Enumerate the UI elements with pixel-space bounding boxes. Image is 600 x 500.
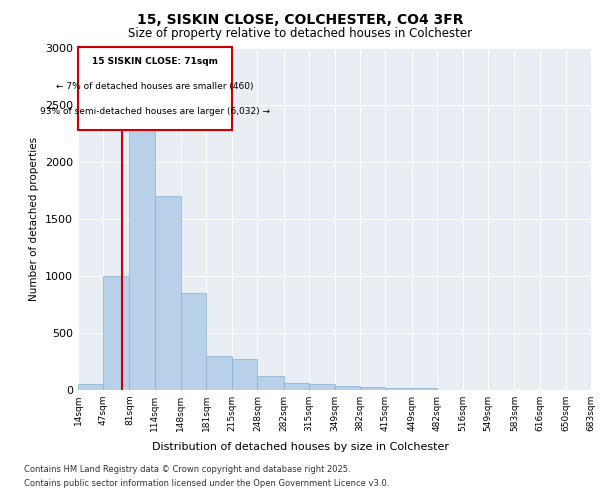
Text: ← 7% of detached houses are smaller (460): ← 7% of detached houses are smaller (460… (56, 82, 254, 91)
Y-axis label: Number of detached properties: Number of detached properties (29, 136, 40, 301)
Bar (309, 384, 335, 390)
Text: Contains HM Land Registry data © Crown copyright and database right 2025.: Contains HM Land Registry data © Crown c… (24, 465, 350, 474)
Text: 93% of semi-detached houses are larger (6,032) →: 93% of semi-detached houses are larger (… (40, 106, 270, 116)
Bar (155, 196, 181, 390)
Text: 15 SISKIN CLOSE: 71sqm: 15 SISKIN CLOSE: 71sqm (92, 58, 218, 66)
Text: 15, SISKIN CLOSE, COLCHESTER, CO4 3FR: 15, SISKIN CLOSE, COLCHESTER, CO4 3FR (137, 12, 463, 26)
Bar (103, 276, 130, 390)
Bar (335, 386, 360, 390)
Text: Distribution of detached houses by size in Colchester: Distribution of detached houses by size … (151, 442, 449, 452)
Text: Contains public sector information licensed under the Open Government Licence v3: Contains public sector information licen… (24, 478, 389, 488)
Bar (78, 48, 232, 130)
Bar (232, 359, 257, 390)
Text: Size of property relative to detached houses in Colchester: Size of property relative to detached ho… (128, 28, 472, 40)
Bar (130, 104, 155, 390)
Bar (257, 376, 284, 390)
Bar (385, 388, 412, 390)
Bar (78, 384, 103, 390)
Bar (181, 293, 206, 390)
Bar (412, 388, 437, 390)
Bar (284, 383, 309, 390)
Bar (206, 356, 232, 390)
Bar (360, 386, 385, 390)
